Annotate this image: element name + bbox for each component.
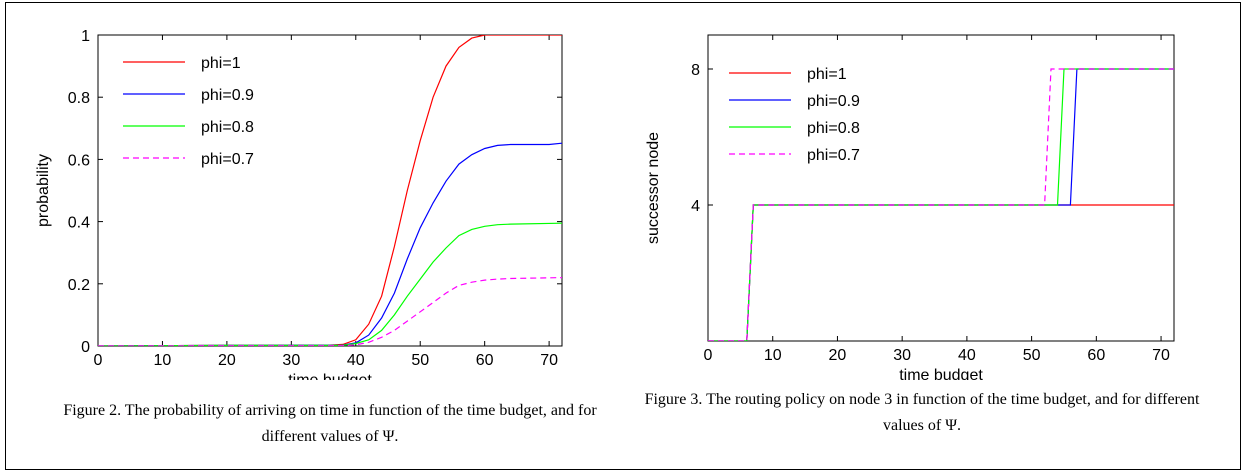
y-tick-label: 0 bbox=[81, 339, 90, 356]
routing-policy-chart: 0 10 20 30 40 50 60 70 4 8 time budget successor no… bbox=[645, 34, 1175, 380]
x-tick-label: 60 bbox=[476, 352, 494, 369]
y-tick-label: 4 bbox=[691, 198, 700, 215]
x-tick-label: 60 bbox=[1087, 347, 1105, 364]
x-tick-label: 10 bbox=[764, 347, 782, 364]
series-line-phi-0-7 bbox=[708, 68, 1174, 341]
probability-chart: 0 10 20 30 40 50 60 70 0 0.2 0.4 0.6 0.8 1 time budget… bbox=[35, 28, 563, 380]
x-tick-label: 20 bbox=[218, 352, 236, 369]
plot-area bbox=[707, 34, 1175, 342]
legend-entry: phi=0.8 bbox=[201, 119, 254, 136]
x-tick-label: 50 bbox=[411, 352, 429, 369]
legend-entry: phi=0.9 bbox=[201, 87, 254, 104]
figure-2-caption: Figure 2. The probability of arriving on… bbox=[63, 402, 597, 445]
series-line-phi-0-7 bbox=[98, 277, 562, 346]
y-tick-label: 0.2 bbox=[68, 277, 90, 294]
y-tick-label: 0.4 bbox=[68, 215, 90, 232]
y-axis-label: probability bbox=[35, 154, 52, 227]
series-line-phi-0-9 bbox=[98, 142, 562, 346]
x-tick-label: 70 bbox=[1152, 347, 1170, 364]
x-tick-label: 70 bbox=[540, 352, 558, 369]
x-tick-label: 10 bbox=[154, 352, 172, 369]
series-line-phi-0-8 bbox=[98, 222, 562, 346]
legend-entry: phi=1 bbox=[201, 55, 241, 72]
x-tick-label: 40 bbox=[347, 352, 365, 369]
x-tick-label: 0 bbox=[94, 352, 103, 369]
series-line-phi-1 bbox=[708, 204, 1174, 341]
figure-3-caption: Figure 3. The routing policy on node 3 i… bbox=[644, 391, 1200, 434]
y-tick-label: 0.8 bbox=[68, 90, 90, 107]
figure-frame bbox=[5, 2, 1241, 470]
x-axis-label: time budget bbox=[288, 372, 372, 380]
legend-entry: phi=0.8 bbox=[807, 120, 860, 137]
legend-entry: phi=0.9 bbox=[807, 93, 860, 110]
series-line-phi-1 bbox=[98, 35, 562, 346]
x-tick-label: 50 bbox=[1023, 347, 1041, 364]
legend-entry: phi=0.7 bbox=[807, 147, 860, 164]
x-tick-label: 30 bbox=[282, 352, 300, 369]
y-axis-label: successor node bbox=[645, 132, 662, 244]
y-tick-label: 1 bbox=[81, 28, 90, 45]
x-tick-label: 0 bbox=[704, 347, 713, 364]
y-tick-label: 0.6 bbox=[68, 152, 90, 169]
y-tick-label: 8 bbox=[691, 62, 700, 79]
x-axis-label: time budget bbox=[899, 367, 983, 380]
legend-entry: phi=1 bbox=[807, 66, 847, 83]
legend-entry: phi=0.7 bbox=[201, 151, 254, 168]
x-tick-label: 40 bbox=[958, 347, 976, 364]
plot-area bbox=[97, 34, 563, 347]
x-tick-label: 30 bbox=[893, 347, 911, 364]
x-tick-label: 20 bbox=[829, 347, 847, 364]
